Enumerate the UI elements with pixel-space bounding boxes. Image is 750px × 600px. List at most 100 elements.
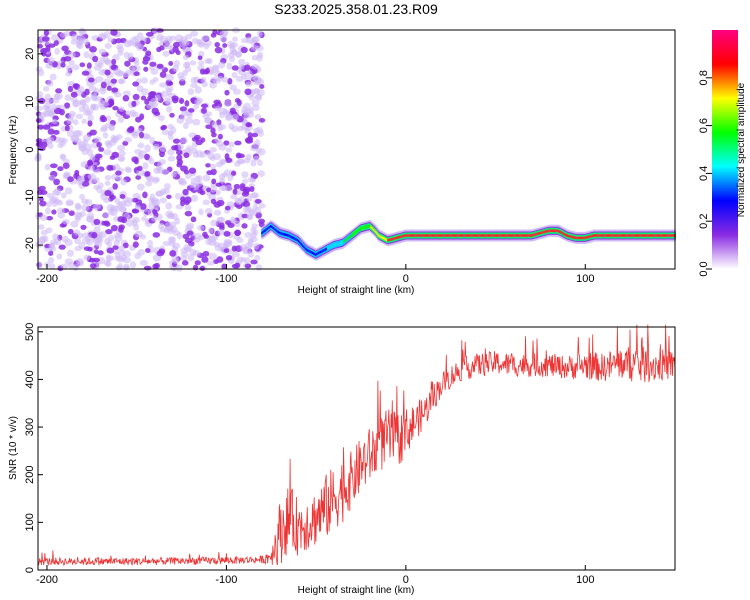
x-tick-label: -100 bbox=[215, 273, 237, 285]
noise-speckle bbox=[51, 209, 57, 215]
noise-speckle bbox=[93, 218, 101, 226]
noise-speckle bbox=[51, 103, 57, 111]
noise-speckle bbox=[221, 263, 228, 270]
noise-speckle bbox=[137, 142, 145, 149]
noise-speckle bbox=[147, 239, 154, 248]
noise-speckle bbox=[111, 174, 118, 180]
carrier-core bbox=[568, 234, 571, 238]
noise-speckle bbox=[118, 106, 125, 112]
noise-speckle bbox=[236, 158, 245, 165]
noise-speckle bbox=[206, 58, 213, 65]
noise-speckle bbox=[143, 66, 149, 72]
noise-speckle bbox=[251, 132, 259, 138]
noise-speckle bbox=[94, 136, 102, 143]
noise-speckle bbox=[167, 155, 176, 162]
noise-speckle bbox=[104, 180, 111, 186]
colorbar: 0.0 0.2 0.4 0.6 0.8 Normalized spectral ampl… bbox=[698, 30, 747, 277]
noise-speckle bbox=[137, 153, 144, 160]
noise-speckle bbox=[256, 30, 263, 38]
noise-speckle bbox=[60, 154, 66, 161]
noise-speckle bbox=[154, 94, 161, 102]
noise-speckle bbox=[131, 197, 139, 203]
snr-panel: -200 -100 0 100 0 100 200 300 400 500 Height of … bbox=[8, 323, 676, 596]
noise-speckle bbox=[158, 115, 165, 121]
colorbar-tick-label: 0.4 bbox=[698, 166, 710, 181]
noise-speckle bbox=[253, 242, 260, 250]
noise-speckle bbox=[68, 59, 75, 66]
noise-speckle bbox=[108, 98, 114, 105]
noise-speckle bbox=[75, 138, 82, 145]
noise-speckle bbox=[134, 41, 142, 48]
noise-speckle bbox=[50, 196, 59, 203]
noise-speckle bbox=[190, 30, 199, 37]
noise-speckle bbox=[100, 116, 108, 123]
noise-speckle bbox=[202, 174, 211, 182]
noise-speckle bbox=[247, 251, 254, 258]
noise-speckle bbox=[219, 158, 227, 165]
noise-speckle bbox=[186, 222, 195, 230]
noise-speckle bbox=[247, 176, 256, 183]
noise-speckle bbox=[205, 124, 213, 130]
noise-speckle bbox=[244, 263, 252, 269]
noise-speckle bbox=[187, 108, 195, 113]
noise-speckle bbox=[152, 208, 158, 215]
noise-speckle bbox=[182, 188, 189, 196]
noise-speckle bbox=[251, 192, 260, 199]
noise-speckle bbox=[225, 147, 233, 153]
noise-speckle bbox=[40, 47, 48, 55]
noise-speckle bbox=[132, 216, 140, 224]
noise-speckle bbox=[238, 64, 245, 70]
noise-speckle bbox=[190, 82, 199, 89]
noise-speckle bbox=[222, 108, 229, 115]
noise-speckle bbox=[167, 148, 175, 156]
noise-speckle bbox=[224, 205, 231, 211]
noise-speckle bbox=[181, 38, 190, 46]
noise-speckle bbox=[171, 95, 179, 102]
noise-speckle bbox=[177, 143, 184, 151]
noise-speckle bbox=[194, 98, 202, 106]
noise-speckle bbox=[115, 265, 123, 271]
noise-speckle bbox=[253, 155, 260, 162]
noise-speckle bbox=[200, 76, 207, 84]
noise-speckle bbox=[146, 103, 155, 109]
noise-speckle bbox=[250, 44, 258, 51]
noise-speckle bbox=[104, 190, 112, 197]
noise-speckle bbox=[155, 165, 162, 172]
noise-speckle bbox=[254, 254, 261, 261]
noise-speckle bbox=[87, 114, 94, 122]
snr-x-ticks: -200 -100 0 100 bbox=[36, 565, 594, 586]
noise-speckle bbox=[212, 29, 218, 36]
noise-speckle bbox=[161, 124, 168, 130]
noise-speckle bbox=[169, 250, 177, 257]
noise-speckle bbox=[93, 203, 102, 210]
noise-speckle bbox=[93, 225, 101, 233]
noise-speckle bbox=[87, 246, 93, 252]
noise-speckle bbox=[139, 259, 149, 266]
colorbar-label: Normalized spectral amplitude bbox=[736, 82, 747, 217]
noise-speckle bbox=[44, 93, 52, 101]
noise-speckle bbox=[61, 45, 69, 52]
noise-speckle bbox=[100, 81, 107, 89]
noise-speckle bbox=[165, 73, 174, 82]
noise-speckle bbox=[215, 182, 222, 187]
noise-speckle bbox=[81, 118, 88, 124]
noise-speckle bbox=[133, 71, 140, 77]
noise-speckle bbox=[230, 218, 237, 224]
noise-speckle bbox=[106, 85, 112, 91]
noise-speckle bbox=[111, 87, 119, 93]
noise-speckle bbox=[81, 204, 90, 212]
noise-speckle bbox=[61, 235, 69, 243]
noise-speckle bbox=[93, 65, 102, 71]
noise-speckle bbox=[179, 106, 187, 112]
noise-speckle bbox=[223, 238, 233, 245]
noise-speckle bbox=[205, 67, 210, 74]
noise-speckle bbox=[172, 46, 179, 53]
noise-speckle bbox=[103, 197, 111, 204]
noise-speckle bbox=[60, 62, 66, 68]
noise-speckle bbox=[86, 62, 92, 69]
spectrogram-y-ticks: -20 -10 0 10 20 bbox=[24, 48, 43, 253]
noise-speckle bbox=[255, 126, 264, 134]
noise-speckle bbox=[200, 103, 209, 109]
noise-speckle bbox=[198, 208, 204, 216]
noise-speckle bbox=[80, 224, 87, 230]
